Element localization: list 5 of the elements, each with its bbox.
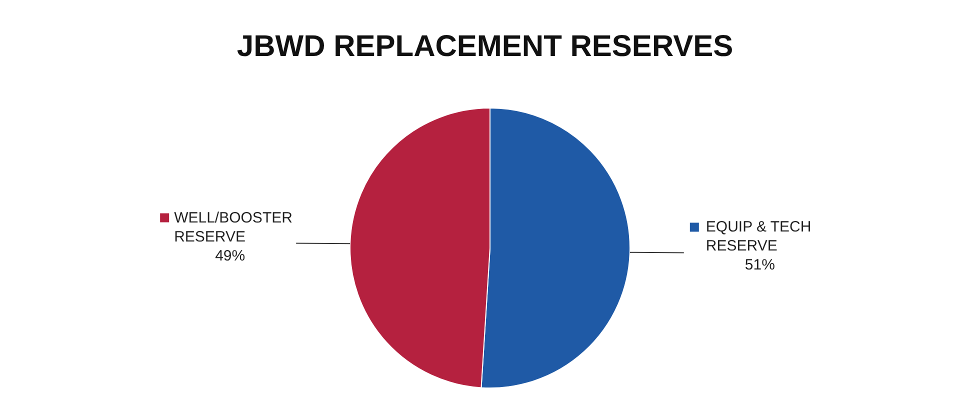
legend-label: WELL/BOOSTER RESERVE: [174, 209, 293, 246]
data-label: 51%: [744, 256, 775, 274]
chart-title: JBWD REPLACEMENT RESERVES: [236, 30, 734, 63]
legend-label: EQUIP & TECH RESERVE: [706, 218, 812, 255]
data-label: 49%: [215, 247, 246, 264]
